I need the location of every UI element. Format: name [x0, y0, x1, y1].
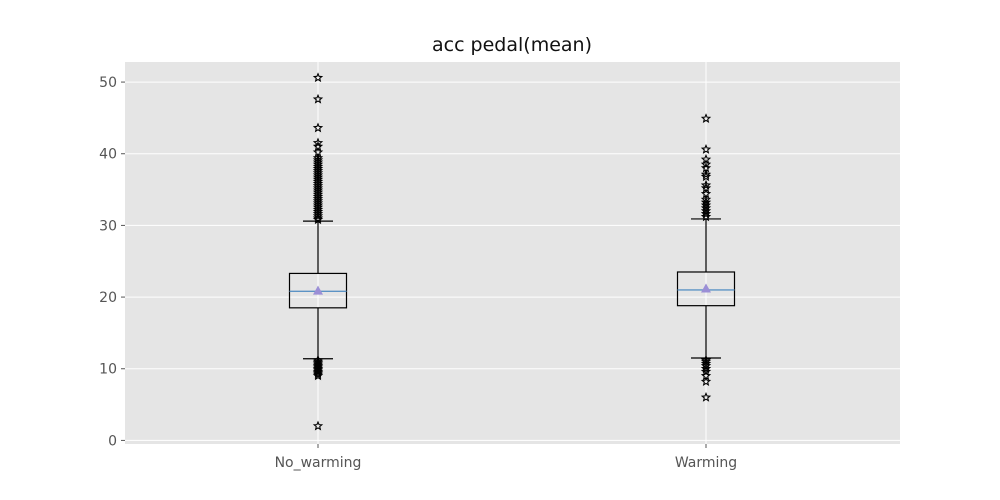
outlier-point	[312, 167, 324, 178]
outlier-point	[312, 197, 324, 208]
outlier-point	[312, 191, 324, 202]
outlier-point	[312, 180, 324, 191]
outlier-point	[700, 179, 712, 190]
box-iqr	[288, 272, 348, 309]
outlier-point	[312, 163, 324, 174]
chart-title: acc pedal(mean)	[432, 34, 592, 56]
outlier-point	[312, 204, 324, 215]
outlier-point	[700, 188, 712, 199]
mean-marker	[701, 283, 711, 293]
outlier-point	[700, 202, 712, 213]
outlier-point	[312, 184, 324, 195]
outlier-point	[700, 171, 712, 182]
outlier-point	[312, 137, 324, 148]
outlier-point	[700, 194, 712, 204]
outlier-point	[312, 171, 324, 182]
y-tick-label: 20	[99, 290, 117, 306]
outlier-point	[700, 182, 712, 193]
x-tick-label: Warming	[675, 455, 737, 471]
outlier-point	[312, 72, 324, 83]
outlier-point	[312, 212, 324, 223]
outlier-point	[700, 376, 712, 387]
outlier-point	[312, 354, 324, 365]
outlier-point	[700, 370, 712, 381]
outlier-point	[312, 146, 324, 157]
outlier-point	[700, 391, 712, 402]
outlier-point	[312, 122, 324, 133]
outlier-point	[312, 154, 324, 165]
grid-lines	[125, 62, 900, 444]
outlier-point	[700, 162, 712, 173]
box-group	[676, 113, 736, 402]
outlier-point	[312, 156, 324, 167]
outlier-point	[312, 193, 324, 204]
mean-marker	[313, 285, 323, 295]
y-tick-label: 40	[99, 147, 117, 163]
y-tick-label: 10	[99, 362, 117, 378]
outlier-point	[700, 208, 712, 219]
outlier-point	[312, 178, 324, 189]
axes: 0 10 20 30 40 50 No_warming Warming	[99, 75, 737, 471]
outlier-point	[700, 360, 712, 371]
outlier-point	[700, 169, 712, 179]
outlier-point	[700, 144, 712, 154]
outlier-point	[312, 169, 324, 180]
outlier-point	[312, 208, 324, 219]
outlier-point	[700, 354, 712, 365]
outlier-point	[312, 161, 324, 172]
outlier-point	[312, 182, 324, 193]
outlier-point	[700, 205, 712, 216]
outlier-point	[312, 174, 324, 184]
outlier-point	[312, 176, 324, 187]
y-tick-label: 50	[99, 75, 117, 91]
outlier-point	[312, 93, 324, 104]
outlier-point	[312, 159, 324, 169]
outlier-point	[700, 154, 712, 164]
x-tick-label: No_warming	[275, 455, 362, 471]
outlier-point	[312, 195, 324, 206]
outlier-point	[312, 420, 324, 431]
box-iqr	[676, 271, 736, 307]
outlier-point	[312, 199, 324, 210]
outlier-point	[312, 206, 324, 217]
outlier-point	[312, 152, 324, 163]
outlier-point	[700, 113, 712, 124]
plot-area	[125, 62, 900, 444]
box-series	[288, 72, 736, 431]
y-tick-label: 30	[99, 218, 117, 234]
outlier-point	[312, 165, 324, 176]
outlier-point	[312, 189, 324, 199]
outlier-point	[700, 199, 712, 210]
outlier-point	[700, 366, 712, 377]
outlier-point	[312, 187, 324, 197]
outlier-point	[700, 197, 712, 207]
outlier-point	[700, 211, 712, 222]
box-group	[288, 72, 348, 431]
outlier-point	[312, 210, 324, 221]
outlier-point	[700, 358, 712, 369]
outlier-point	[312, 202, 324, 212]
y-tick-label: 0	[108, 433, 117, 449]
outlier-point	[312, 141, 324, 151]
